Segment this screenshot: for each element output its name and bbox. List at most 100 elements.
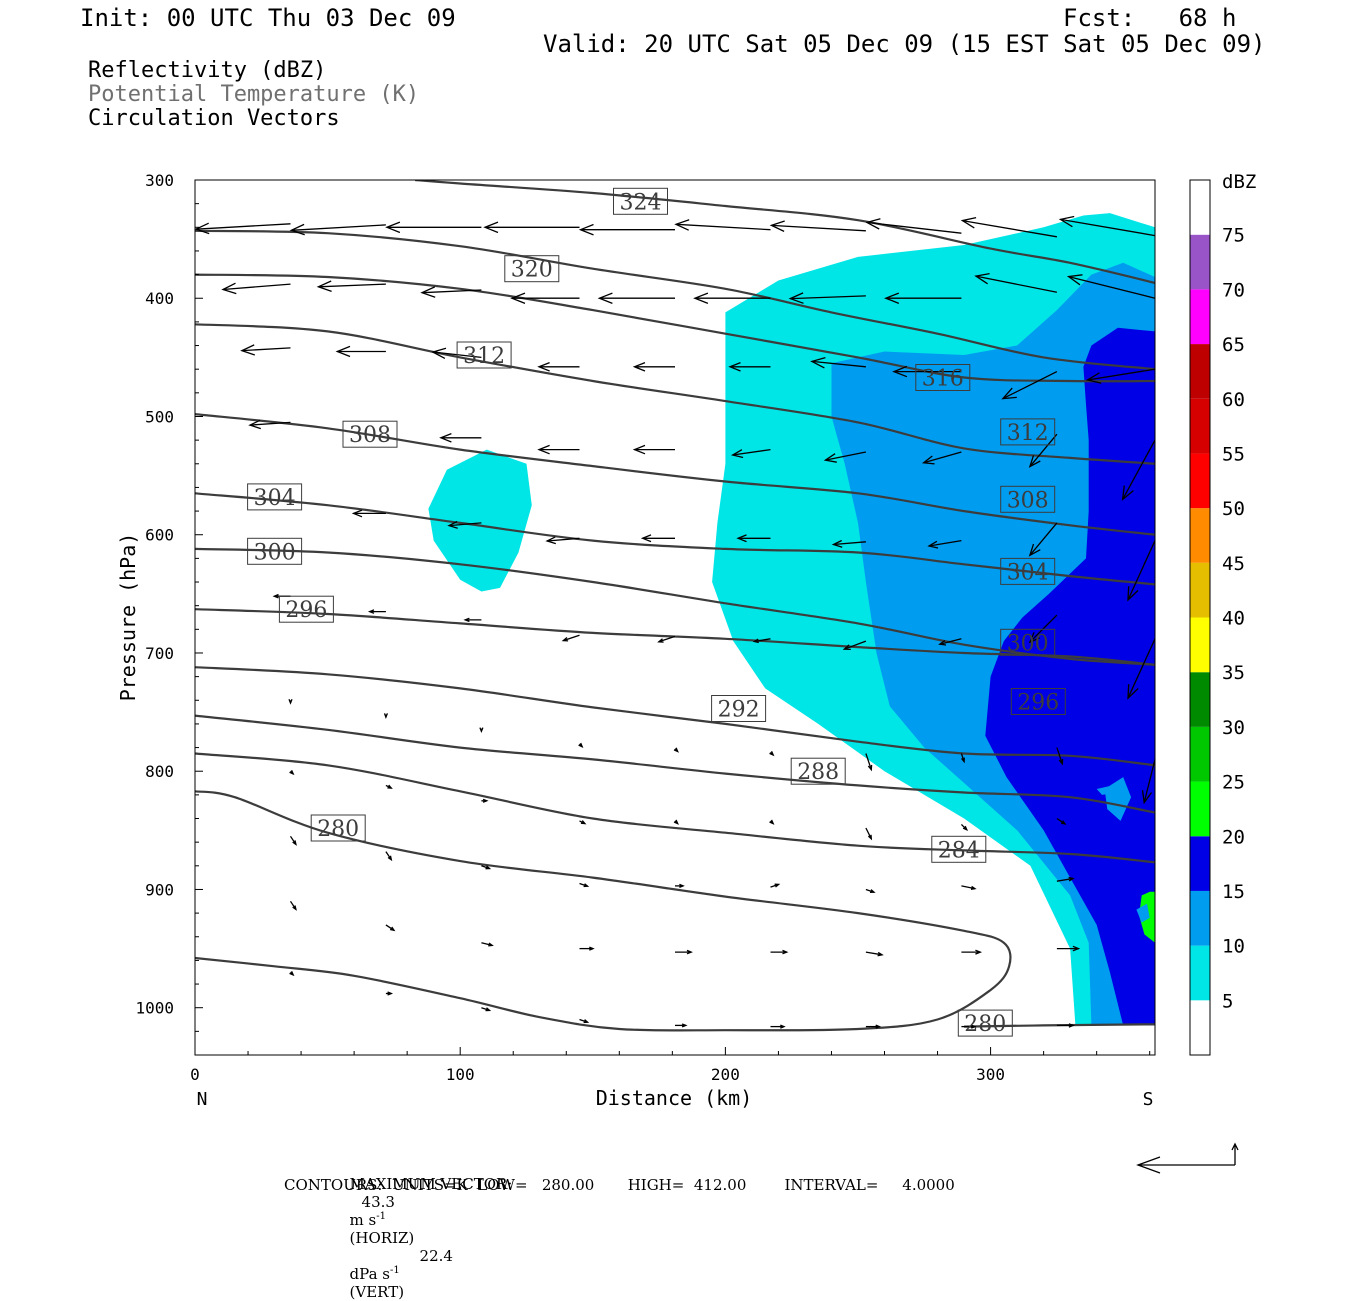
- circulation-vector: [657, 635, 676, 643]
- circulation-vector: [728, 361, 771, 372]
- colorbar-swatch: [1190, 890, 1210, 946]
- theta-contour-280: [195, 790, 1012, 1032]
- circulation-vector: [865, 753, 873, 772]
- forecast-hour: Fcst: 68 h: [1063, 4, 1237, 32]
- circulation-vector: [675, 883, 685, 889]
- svg-text:324: 324: [620, 190, 662, 215]
- colorbar-swatch: [1190, 453, 1210, 509]
- circulation-vector: [420, 286, 482, 298]
- circulation-vector: [884, 292, 962, 305]
- circulation-vector: [730, 448, 771, 459]
- circulation-vector: [632, 444, 675, 455]
- circulation-vector: [865, 827, 873, 841]
- theta-label-296: 296: [278, 595, 334, 623]
- circulation-vector: [770, 883, 781, 888]
- field-label-vectors: Circulation Vectors: [88, 106, 340, 131]
- theta-label-308: 308: [342, 420, 398, 448]
- reflectivity-region-10dbz: [1096, 785, 1118, 795]
- colorbar-swatch: [1190, 781, 1210, 837]
- max-vert-exp: -1: [389, 1265, 400, 1276]
- colorbar-label: 10: [1222, 936, 1245, 958]
- x-tick-label: 200: [711, 1065, 740, 1084]
- colorbar-label: 30: [1222, 717, 1245, 739]
- circulation-vector: [579, 820, 587, 825]
- max-horiz-exp: -1: [376, 1211, 386, 1222]
- max-vert-unit: dPa s: [349, 1265, 390, 1283]
- colorbar-label: 5: [1222, 990, 1233, 1012]
- y-tick-label: 600: [145, 526, 174, 545]
- circulation-vector: [385, 221, 482, 234]
- colorbar-swatch: [1190, 234, 1210, 290]
- circulation-vector: [385, 851, 393, 862]
- circulation-vector: [693, 292, 771, 305]
- circulation-vector: [481, 942, 494, 947]
- circulation-vector: [316, 280, 386, 293]
- circulation-vector: [1056, 1023, 1075, 1028]
- reflectivity-fills: [428, 213, 1155, 1026]
- circulation-vector: [892, 365, 962, 378]
- circulation-vector: [481, 798, 489, 803]
- max-horiz-tag: (HORIZ): [349, 1229, 415, 1247]
- south-end-label: S: [1143, 1089, 1154, 1110]
- circulation-vector: [1056, 876, 1075, 882]
- colorbar-label: 50: [1222, 498, 1245, 520]
- circulation-vector: [770, 1024, 786, 1029]
- svg-text:280: 280: [317, 817, 359, 842]
- y-tick-label: 400: [145, 289, 174, 308]
- circulation-vector: [674, 219, 771, 231]
- colorbar-frame: [1189, 179, 1211, 1056]
- svg-text:308: 308: [349, 423, 391, 448]
- y-tick-label: 300: [145, 171, 174, 190]
- colorbar-label: 35: [1222, 662, 1245, 684]
- circulation-vector: [1121, 439, 1156, 502]
- theta-contour-288: [195, 714, 1155, 814]
- circulation-vector: [960, 823, 969, 832]
- circulation-vector: [769, 819, 775, 825]
- theta-label-324: 324: [613, 187, 668, 215]
- circulation-vector: [1028, 614, 1058, 644]
- field-label-theta: Potential Temperature (K): [88, 82, 420, 107]
- field-label-reflectivity: Reflectivity (dBZ): [88, 58, 327, 83]
- colorbar-swatch: [1190, 726, 1210, 782]
- circulation-vector: [770, 949, 789, 955]
- circulation-vector: [483, 221, 580, 234]
- x-tick-label: 300: [976, 1065, 1005, 1084]
- circulation-vector: [1056, 747, 1064, 766]
- circulation-vector: [769, 220, 866, 232]
- colorbar-swatch: [1190, 289, 1210, 345]
- circulation-vector: [831, 539, 866, 548]
- svg-text:304: 304: [254, 486, 296, 511]
- colorbar-swatch: [1190, 508, 1210, 563]
- circulation-vector: [439, 432, 482, 443]
- theta-label-292: 292: [711, 695, 767, 723]
- svg-text:280: 280: [964, 1012, 1006, 1037]
- theta-contour-292: [195, 666, 1155, 767]
- svg-text:312: 312: [1007, 421, 1049, 446]
- circulation-vector: [769, 751, 775, 757]
- circulation-vector: [788, 292, 866, 304]
- y-axis-label: Pressure (hPa): [116, 533, 140, 702]
- y-tick-label: 500: [145, 407, 174, 426]
- theta-contour-296: [195, 608, 1155, 666]
- max-horiz-unit: m s: [349, 1211, 377, 1229]
- circulation-vector: [865, 1024, 882, 1029]
- theta-label-304: 304: [247, 483, 303, 511]
- circulation-vector: [673, 747, 679, 753]
- circulation-vector: [367, 609, 386, 614]
- y-tick-label: 800: [145, 762, 174, 781]
- colorbar-swatch: [1190, 836, 1210, 891]
- svg-text:304: 304: [1007, 560, 1049, 585]
- init-time: Init: 00 UTC Thu 03 Dec 09: [80, 4, 456, 32]
- colorbar-swatch: [1190, 945, 1210, 1001]
- x-tick-label: 100: [446, 1065, 475, 1084]
- y-tick-label: 700: [145, 644, 174, 663]
- circulation-vector: [385, 991, 394, 996]
- svg-text:316: 316: [922, 367, 964, 392]
- circulation-vector: [221, 282, 291, 295]
- colorbar-label: 55: [1222, 443, 1245, 465]
- circulation-vector: [865, 888, 876, 894]
- theta-label-300: 300: [1000, 628, 1056, 656]
- theta-label-320: 320: [504, 255, 560, 283]
- circulation-vector: [447, 520, 482, 529]
- svg-text:284: 284: [938, 838, 980, 863]
